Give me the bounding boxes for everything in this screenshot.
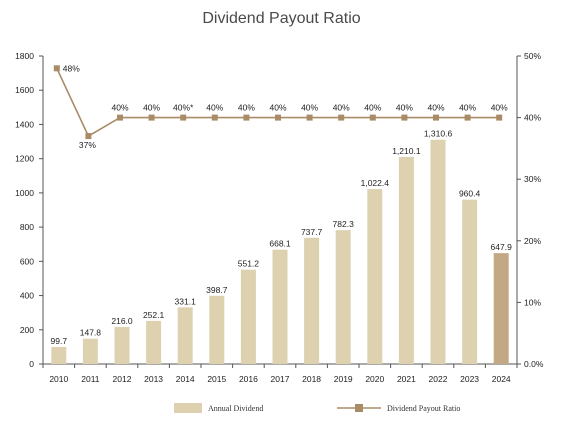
right-tick-label: 10% bbox=[524, 297, 541, 307]
x-tick-label: 2019 bbox=[334, 374, 353, 384]
x-tick-label: 2015 bbox=[207, 374, 226, 384]
line-point bbox=[211, 114, 218, 121]
line-point bbox=[306, 114, 313, 121]
bar-data-label: 1,022.4 bbox=[361, 178, 390, 188]
bar-data-label: 960.4 bbox=[459, 189, 481, 199]
bar bbox=[272, 249, 288, 364]
bar bbox=[304, 237, 320, 364]
bar bbox=[209, 295, 225, 364]
line-data-label: 40% bbox=[491, 103, 508, 113]
line-point bbox=[401, 114, 408, 121]
line-point bbox=[464, 114, 471, 121]
x-tick-label: 2024 bbox=[492, 374, 511, 384]
left-tick-label: 800 bbox=[20, 222, 34, 232]
line-point bbox=[53, 65, 60, 72]
x-tick-label: 2013 bbox=[144, 374, 163, 384]
x-tick-label: 2016 bbox=[239, 374, 258, 384]
bar bbox=[82, 338, 98, 364]
left-tick-label: 400 bbox=[20, 291, 34, 301]
line-point bbox=[369, 114, 376, 121]
legend-swatch-payout-marker bbox=[355, 404, 363, 412]
bar bbox=[240, 269, 256, 364]
bar bbox=[398, 156, 414, 364]
chart-title: Dividend Payout Ratio bbox=[202, 10, 361, 27]
bar bbox=[367, 189, 383, 364]
line-data-label: 40% bbox=[301, 103, 318, 113]
x-tick-label: 2010 bbox=[49, 374, 68, 384]
bar bbox=[493, 253, 509, 364]
bar-data-label: 647.9 bbox=[491, 242, 513, 252]
legend-swatch-annual-dividend bbox=[174, 403, 202, 413]
bar-data-label: 252.1 bbox=[143, 310, 165, 320]
bar-data-label: 331.1 bbox=[175, 296, 197, 306]
bar-data-label: 551.2 bbox=[238, 259, 260, 269]
line-data-label: 37% bbox=[79, 140, 96, 150]
bar-data-label: 668.1 bbox=[269, 239, 291, 249]
left-tick-label: 1600 bbox=[15, 85, 34, 95]
line-point bbox=[496, 114, 503, 121]
bar bbox=[335, 230, 351, 364]
bar bbox=[51, 346, 67, 364]
x-tick-label: 2014 bbox=[176, 374, 195, 384]
legend-label-payout-ratio: Dividend Payout Ratio bbox=[387, 404, 460, 413]
bar bbox=[430, 139, 446, 364]
right-tick-label: 30% bbox=[524, 174, 541, 184]
bar-data-label: 398.7 bbox=[206, 285, 228, 295]
x-tick-label: 2021 bbox=[397, 374, 416, 384]
legend-label-annual-dividend: Annual Dividend bbox=[208, 404, 263, 413]
right-tick-label: 0.0% bbox=[524, 359, 544, 369]
left-tick-label: 200 bbox=[20, 325, 34, 335]
x-tick-label: 2023 bbox=[460, 374, 479, 384]
bar bbox=[177, 307, 193, 364]
line-data-label: 40%* bbox=[173, 103, 194, 113]
bar bbox=[462, 199, 478, 364]
line-data-label: 40% bbox=[364, 103, 381, 113]
bar bbox=[146, 320, 162, 364]
line-data-label: 40% bbox=[459, 103, 476, 113]
line-point bbox=[275, 114, 281, 121]
line-data-label: 48% bbox=[63, 63, 80, 73]
line-point bbox=[338, 114, 345, 121]
line-data-label: 40% bbox=[143, 103, 160, 113]
bar-data-label: 147.8 bbox=[80, 328, 102, 338]
left-tick-label: 1400 bbox=[15, 119, 34, 129]
line-data-label: 40% bbox=[396, 103, 413, 113]
left-tick-label: 1000 bbox=[15, 188, 34, 198]
left-tick-label: 600 bbox=[20, 256, 34, 266]
bar-data-label: 99.7 bbox=[51, 336, 68, 346]
line-data-label: 40% bbox=[238, 103, 255, 113]
bar-data-label: 737.7 bbox=[301, 227, 323, 237]
line-data-label: 40% bbox=[333, 103, 350, 113]
bar-data-label: 782.3 bbox=[333, 219, 355, 229]
right-tick-label: 40% bbox=[524, 113, 541, 123]
left-tick-label: 1200 bbox=[15, 154, 34, 164]
line-data-label: 40% bbox=[269, 103, 286, 113]
line-point bbox=[180, 114, 187, 121]
left-tick-label: 1800 bbox=[15, 51, 34, 61]
line-point bbox=[148, 114, 155, 121]
x-tick-label: 2018 bbox=[302, 374, 321, 384]
line-data-label: 40% bbox=[111, 103, 128, 113]
x-tick-label: 2022 bbox=[429, 374, 448, 384]
left-tick-label: 0 bbox=[29, 359, 34, 369]
x-tick-label: 2020 bbox=[365, 374, 384, 384]
bar-data-label: 1,310.6 bbox=[424, 129, 453, 139]
line-point bbox=[433, 114, 439, 121]
bar-data-label: 1,210.1 bbox=[392, 146, 421, 156]
x-tick-label: 2012 bbox=[113, 374, 132, 384]
line-data-label: 40% bbox=[206, 103, 223, 113]
x-tick-label: 2011 bbox=[81, 374, 100, 384]
x-tick-label: 2017 bbox=[271, 374, 290, 384]
right-tick-label: 50% bbox=[524, 51, 541, 61]
line-point bbox=[243, 114, 250, 121]
right-tick-label: 20% bbox=[524, 236, 541, 246]
line-point bbox=[85, 133, 92, 140]
bar bbox=[114, 327, 130, 364]
line-data-label: 40% bbox=[427, 103, 444, 113]
bar-data-label: 216.0 bbox=[111, 316, 133, 326]
line-point bbox=[117, 114, 123, 121]
